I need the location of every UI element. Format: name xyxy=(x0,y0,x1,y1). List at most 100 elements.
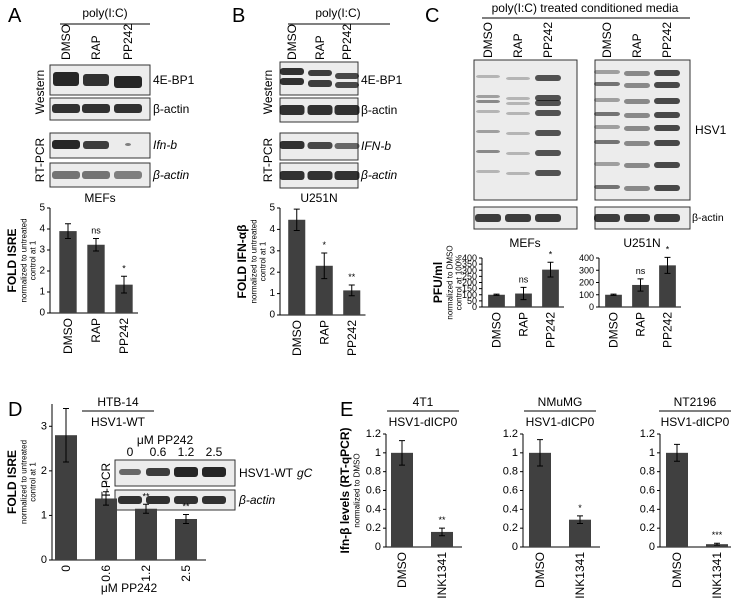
blot-band xyxy=(535,100,561,106)
lane-label: RAP xyxy=(511,33,525,58)
y-tick-label: 100 xyxy=(462,290,477,300)
lane-label: RAP xyxy=(89,35,103,60)
blot-band xyxy=(594,185,620,189)
y-axis-subtitle: control at 1 xyxy=(29,240,38,280)
blot-band xyxy=(308,70,332,76)
bar xyxy=(569,519,591,547)
y-tick-label: 0 xyxy=(649,541,655,553)
bar xyxy=(529,452,551,547)
blot-label: IFN-b xyxy=(361,139,391,153)
y-tick-label: 50 xyxy=(467,296,477,306)
blot-label: 4E-BP1 xyxy=(153,73,195,87)
blot-label: β-actin xyxy=(153,102,189,116)
treatment: poly(I:C) xyxy=(82,6,127,20)
blot-band xyxy=(624,163,650,168)
blot-band xyxy=(506,112,530,115)
error-bar xyxy=(183,514,189,524)
x-tick-label: RAP xyxy=(89,318,103,343)
y-tick-label: 1.2 xyxy=(503,428,518,440)
method-label: Western xyxy=(33,70,47,114)
y-tick-label: 0.4 xyxy=(640,503,655,515)
bar xyxy=(488,294,505,307)
y-tick-label: 350 xyxy=(462,259,477,269)
significance: ns xyxy=(636,266,646,276)
y-tick-label: 0.8 xyxy=(366,466,381,478)
y-axis-title: Ifn-β levels (RT-qPCR) xyxy=(338,427,352,553)
error-bar xyxy=(293,208,300,231)
significance: *** xyxy=(712,530,723,540)
lane-label: 2.5 xyxy=(206,445,223,459)
blot-band xyxy=(594,162,620,166)
y-axis-subtitle: normalized to untreated xyxy=(20,440,29,524)
y-tick-label: 0.4 xyxy=(366,503,381,515)
bar xyxy=(343,290,361,315)
y-tick-label: 150 xyxy=(462,284,477,294)
blot-band xyxy=(654,98,680,104)
blot-band xyxy=(52,140,80,149)
x-tick-label: RAP xyxy=(634,312,648,337)
y-tick-label: 0.6 xyxy=(503,485,518,497)
blot-band xyxy=(334,143,360,149)
y-tick-label: 250 xyxy=(462,271,477,281)
blot-band xyxy=(654,82,680,88)
blot-band xyxy=(308,80,332,87)
blot-band xyxy=(82,104,110,113)
blot xyxy=(473,59,578,201)
lane-label: 1.2 xyxy=(178,445,195,459)
blot-band xyxy=(146,468,170,476)
blot-band xyxy=(125,143,131,146)
y-tick-label: 1.2 xyxy=(640,428,655,440)
error-bar xyxy=(537,439,543,467)
blot-band xyxy=(114,76,142,88)
blot-band xyxy=(654,185,680,191)
bar xyxy=(315,265,333,315)
y-axis-subtitle: control at 1 xyxy=(29,462,38,502)
error-bar xyxy=(520,286,527,301)
significance: ** xyxy=(182,502,190,512)
blot-band xyxy=(146,496,170,504)
blot-label: β-actin xyxy=(692,212,724,224)
bar xyxy=(87,244,105,313)
blot-label: β-actin xyxy=(361,103,397,117)
bar xyxy=(59,231,77,313)
panel-letter: E xyxy=(340,399,353,421)
blot-band xyxy=(624,141,650,146)
blot-band xyxy=(506,152,530,155)
blot-label: β-actin xyxy=(152,168,190,182)
blot-label: Ifn-b xyxy=(153,138,177,152)
blot-band xyxy=(202,467,226,477)
y-axis-subtitle: normalized to untreated xyxy=(250,219,259,303)
x-tick-label: PP242 xyxy=(544,312,558,348)
blot-band xyxy=(506,97,530,100)
blot-band xyxy=(594,140,620,144)
treatment: poly(I:C) xyxy=(315,6,360,20)
x-tick-label: INK1341 xyxy=(573,552,587,598)
x-tick-label: DMSO xyxy=(61,318,75,354)
bar xyxy=(115,284,133,313)
bar xyxy=(632,284,649,307)
blot-band xyxy=(594,214,620,222)
y-tick-label: 5 xyxy=(269,203,275,214)
y-tick-label: 1 xyxy=(269,288,275,299)
error-bar xyxy=(399,440,405,466)
blot-band xyxy=(654,162,680,168)
blot-band xyxy=(334,171,360,180)
error-bar xyxy=(103,491,109,506)
blot-band xyxy=(202,496,226,504)
x-tick-label: 0.6 xyxy=(99,565,113,582)
cell-line: MEFs xyxy=(509,236,540,250)
blot-band xyxy=(624,71,650,76)
y-tick-label: 0.4 xyxy=(503,503,518,515)
blot-band xyxy=(476,150,500,153)
y-tick-label: 0 xyxy=(375,541,381,553)
chart-subtitle: HSV1-dICP0 xyxy=(526,415,595,429)
blot-band xyxy=(335,73,359,79)
error-bar xyxy=(664,256,671,274)
y-tick-label: 0.6 xyxy=(366,485,381,497)
bar xyxy=(431,531,453,547)
blot-label: β-actin xyxy=(238,493,276,507)
bar xyxy=(391,452,413,547)
blot-label: HSV1 xyxy=(695,123,727,137)
y-tick-label: 0.8 xyxy=(503,466,518,478)
